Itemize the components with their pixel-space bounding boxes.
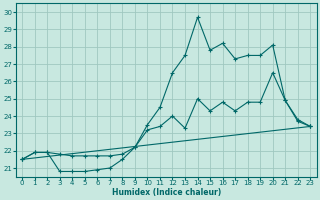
X-axis label: Humidex (Indice chaleur): Humidex (Indice chaleur)	[112, 188, 221, 197]
